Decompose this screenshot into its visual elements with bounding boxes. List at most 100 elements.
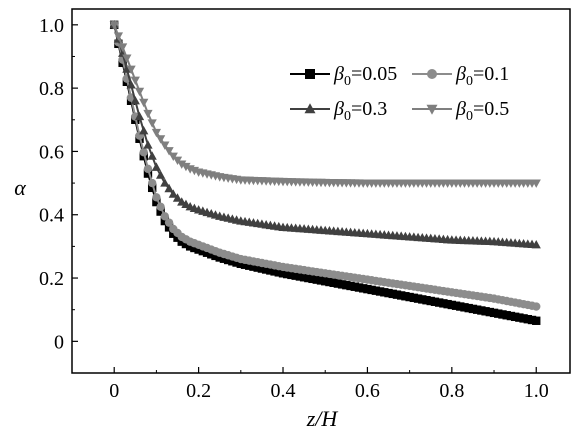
data-point xyxy=(177,160,187,169)
data-point xyxy=(253,263,262,272)
data-point xyxy=(502,311,511,320)
data-point xyxy=(143,140,153,149)
data-point xyxy=(130,76,140,86)
data-point xyxy=(113,32,124,41)
legend-item: β0=0.3 xyxy=(290,98,387,124)
data-point xyxy=(481,307,490,316)
legend-symbol: β xyxy=(333,63,344,85)
data-point xyxy=(181,239,191,249)
series-4 xyxy=(109,21,541,188)
data-point xyxy=(489,308,499,318)
data-point xyxy=(240,260,250,269)
data-point xyxy=(291,271,300,280)
data-point xyxy=(519,314,528,323)
data-point xyxy=(359,284,368,293)
data-point xyxy=(126,80,136,89)
data-point xyxy=(118,43,128,52)
data-point xyxy=(156,170,166,179)
data-point xyxy=(510,312,520,322)
data-point xyxy=(308,274,317,284)
series-3 xyxy=(109,19,541,249)
data-point xyxy=(515,313,524,322)
y-axis-title: α xyxy=(14,175,26,200)
data-point xyxy=(413,294,423,303)
data-point xyxy=(134,111,145,121)
data-point xyxy=(223,255,233,265)
data-point xyxy=(156,207,165,216)
data-point xyxy=(456,302,465,311)
data-point xyxy=(228,257,237,266)
data-point xyxy=(245,261,254,270)
legend-value: =0.05 xyxy=(351,63,397,85)
data-point xyxy=(164,223,174,232)
x-tick-label: 0.4 xyxy=(271,380,296,402)
data-point xyxy=(139,126,149,135)
data-point xyxy=(472,305,482,314)
data-point xyxy=(172,193,183,202)
data-point xyxy=(185,242,195,251)
data-point xyxy=(160,141,170,150)
data-point xyxy=(337,280,347,289)
data-point xyxy=(126,65,136,74)
legend-item: β0=0.1 xyxy=(412,63,509,89)
data-point xyxy=(169,229,178,238)
data-point xyxy=(207,250,216,259)
data-point xyxy=(261,265,271,274)
data-point xyxy=(346,281,355,291)
x-tick-label: 0.2 xyxy=(186,380,211,402)
legend-value: =0.5 xyxy=(473,98,509,120)
legend-label: β0=0.3 xyxy=(333,98,387,124)
y-tick-label: 0.2 xyxy=(39,268,64,290)
data-point xyxy=(494,309,503,318)
data-point xyxy=(151,162,162,171)
data-point xyxy=(485,307,495,317)
data-point xyxy=(426,296,435,306)
legend-value: =0.3 xyxy=(351,98,387,120)
data-point xyxy=(152,193,161,202)
x-tick-label: 1.0 xyxy=(524,380,549,402)
legend-marker xyxy=(426,104,438,115)
data-point xyxy=(215,253,224,262)
legend-marker xyxy=(305,69,315,79)
data-point xyxy=(422,296,431,305)
data-point xyxy=(130,95,140,105)
data-point xyxy=(464,303,473,313)
data-point xyxy=(152,197,161,207)
y-tick-label: 0.4 xyxy=(39,205,64,227)
y-tick-label: 0.8 xyxy=(39,78,64,100)
data-point xyxy=(232,258,241,267)
data-point xyxy=(388,289,397,299)
data-point xyxy=(371,286,381,295)
data-point xyxy=(405,292,414,302)
y-tick-label: 0 xyxy=(54,331,64,353)
data-point xyxy=(249,262,258,271)
data-point xyxy=(299,273,309,282)
data-point xyxy=(409,293,419,303)
data-point xyxy=(211,251,220,261)
data-point xyxy=(190,243,199,253)
data-point xyxy=(531,179,541,188)
data-point xyxy=(219,254,229,263)
legend-label: β0=0.5 xyxy=(455,98,509,124)
series-layer xyxy=(109,19,541,325)
data-point xyxy=(401,292,410,301)
data-point xyxy=(451,301,461,310)
x-tick-label: 0.6 xyxy=(355,380,380,402)
data-point xyxy=(532,316,541,325)
data-point xyxy=(266,266,275,275)
data-point xyxy=(143,169,153,178)
x-tick-label: 0.8 xyxy=(439,380,464,402)
legend-value: =0.1 xyxy=(473,63,509,85)
x-tick-label: 0 xyxy=(109,380,119,402)
data-point xyxy=(333,279,343,288)
legend-marker xyxy=(427,69,437,79)
data-point xyxy=(447,300,457,310)
data-point xyxy=(168,189,178,198)
axis-ticks: 0 0.2 0.4 0.6 0.8 1.0 0 0.2 0.4 0.6 0.8 1.0 xyxy=(39,15,549,402)
data-point xyxy=(304,273,313,283)
data-point xyxy=(342,280,351,290)
data-point xyxy=(160,216,170,226)
data-point xyxy=(363,284,372,294)
